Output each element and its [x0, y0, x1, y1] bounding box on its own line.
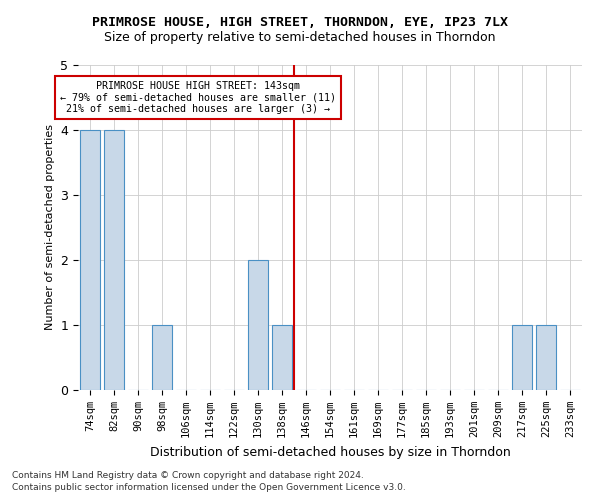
- Text: Size of property relative to semi-detached houses in Thorndon: Size of property relative to semi-detach…: [104, 31, 496, 44]
- Bar: [80, 130, 100, 390]
- Bar: [104, 130, 124, 390]
- Bar: [248, 260, 268, 390]
- Text: PRIMROSE HOUSE HIGH STREET: 143sqm
← 79% of semi-detached houses are smaller (11: PRIMROSE HOUSE HIGH STREET: 143sqm ← 79%…: [60, 81, 336, 114]
- Text: PRIMROSE HOUSE, HIGH STREET, THORNDON, EYE, IP23 7LX: PRIMROSE HOUSE, HIGH STREET, THORNDON, E…: [92, 16, 508, 29]
- Bar: [512, 325, 532, 390]
- Text: Contains public sector information licensed under the Open Government Licence v3: Contains public sector information licen…: [12, 483, 406, 492]
- Y-axis label: Number of semi-detached properties: Number of semi-detached properties: [45, 124, 55, 330]
- X-axis label: Distribution of semi-detached houses by size in Thorndon: Distribution of semi-detached houses by …: [149, 446, 511, 458]
- Bar: [152, 325, 172, 390]
- Bar: [272, 325, 292, 390]
- Text: Contains HM Land Registry data © Crown copyright and database right 2024.: Contains HM Land Registry data © Crown c…: [12, 470, 364, 480]
- Bar: [536, 325, 556, 390]
